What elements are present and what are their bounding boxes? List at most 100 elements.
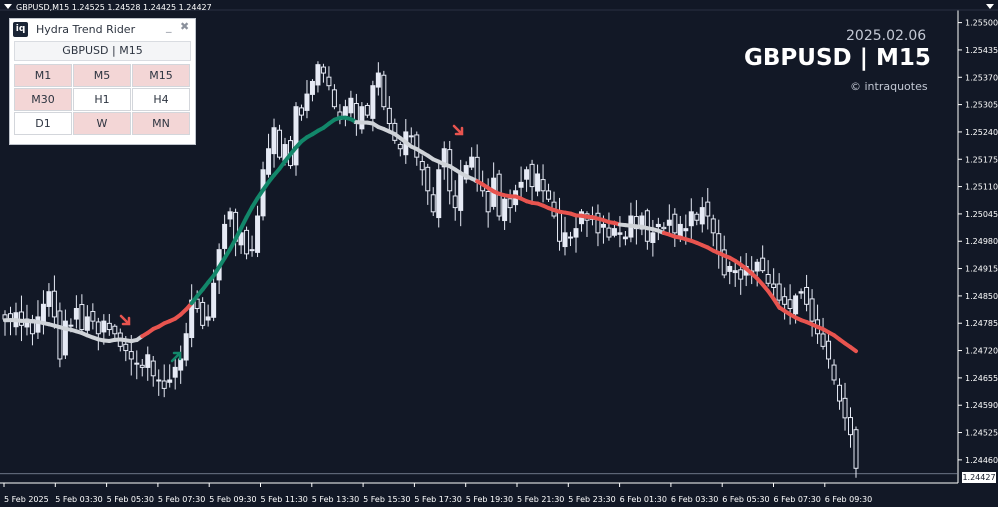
candle-body	[145, 354, 151, 368]
trend-line-segment	[239, 215, 249, 231]
candle-body	[655, 223, 661, 228]
candle-body	[820, 333, 826, 347]
candle-body	[238, 232, 244, 246]
candle-body	[782, 296, 788, 305]
candle-body	[469, 156, 475, 168]
sell-signal-arrow	[119, 314, 131, 326]
candle-body	[249, 249, 255, 252]
x-tick-label: 6 Feb 03:30	[671, 495, 718, 504]
candle-body	[266, 148, 272, 175]
y-tick-label: 1.25110	[965, 183, 998, 192]
candle-body	[765, 274, 771, 284]
candle-body	[853, 429, 859, 469]
close-icon[interactable]: ✖	[180, 20, 190, 33]
candle-body	[79, 304, 85, 331]
y-tick-label: 1.24720	[965, 347, 998, 356]
candle-body	[57, 310, 63, 360]
y-tick-label: 1.24655	[965, 374, 998, 383]
candle-body	[51, 290, 57, 318]
candle-body	[244, 229, 250, 255]
candle-body	[167, 379, 173, 383]
trend-line-segment	[848, 345, 858, 354]
candle-body	[524, 169, 530, 180]
candle-body	[200, 301, 206, 326]
candle-body	[315, 64, 321, 86]
x-tick-label: 5 Feb 15:30	[363, 495, 410, 504]
panel-titlebar[interactable]: iq Hydra Trend Rider _ ✖	[10, 19, 195, 40]
candle-body	[441, 148, 447, 168]
candle-body	[699, 207, 705, 225]
candle-body	[84, 316, 90, 331]
tf-button-d1[interactable]: D1	[14, 112, 72, 135]
y-tick-label: 1.25435	[965, 46, 998, 55]
tf-button-m30[interactable]: M30	[14, 88, 72, 111]
candle-body	[831, 364, 837, 381]
candle-body	[35, 316, 41, 333]
candle-body	[787, 299, 793, 310]
candle-body	[46, 291, 52, 307]
candle-body	[600, 223, 606, 228]
x-tick-label: 5 Feb 23:30	[568, 495, 615, 504]
candle-body	[183, 333, 189, 361]
sell-signal-arrow	[452, 124, 464, 136]
minimize-icon[interactable]: _	[166, 20, 172, 33]
candle-body	[364, 104, 370, 116]
tf-button-m5[interactable]: M5	[73, 64, 131, 87]
candle-body	[622, 236, 628, 240]
candle-body	[672, 213, 678, 234]
tf-button-mn[interactable]: MN	[132, 112, 190, 135]
candle-body	[458, 173, 464, 211]
tf-button-m15[interactable]: M15	[132, 64, 190, 87]
candle-body	[156, 379, 162, 382]
candle-body	[128, 351, 134, 360]
y-tick-label: 1.24785	[965, 319, 998, 328]
candle-body	[425, 166, 431, 192]
x-tick-label: 6 Feb 07:30	[774, 495, 821, 504]
candle-body	[255, 215, 261, 253]
candle-body	[639, 215, 645, 230]
candle-body	[518, 181, 524, 188]
candle-body	[546, 190, 552, 200]
tf-button-m1[interactable]: M1	[14, 64, 72, 87]
candle-body	[688, 211, 694, 227]
x-tick-label: 5 Feb 09:30	[209, 495, 256, 504]
candle-body	[754, 261, 760, 272]
candle-body	[419, 161, 425, 171]
candle-body	[293, 106, 299, 166]
candle-body	[73, 308, 79, 320]
dropdown-icon[interactable]	[986, 4, 994, 9]
tf-button-h4[interactable]: H4	[132, 88, 190, 111]
candle-body	[106, 322, 112, 331]
current-price-tag: 1.24427	[962, 472, 996, 483]
candle-body	[123, 343, 129, 352]
candle-body	[705, 201, 711, 217]
candle-body	[826, 340, 832, 360]
tf-button-h1[interactable]: H1	[73, 88, 131, 111]
x-tick-label: 6 Feb 09:30	[825, 495, 872, 504]
x-tick-label: 6 Feb 05:30	[722, 495, 769, 504]
y-tick-label: 1.24460	[965, 456, 998, 465]
chart-menu-icon[interactable]	[4, 4, 12, 9]
x-tick-label: 5 Feb 21:30	[517, 495, 564, 504]
candle-body	[848, 417, 854, 436]
candle-body	[837, 384, 843, 402]
candle-body	[95, 321, 101, 335]
tf-button-w[interactable]: W	[73, 112, 131, 135]
candle-body	[694, 213, 700, 221]
candle-body	[535, 173, 541, 192]
candle-body	[326, 76, 332, 87]
candle-body	[683, 228, 689, 232]
symbol-info: GBPUSD,M15 1.24525 1.24528 1.24425 1.244…	[16, 3, 212, 12]
candle-body	[414, 134, 420, 158]
candle-body	[271, 127, 277, 155]
candle-body	[375, 72, 381, 88]
y-tick-label: 1.24980	[965, 237, 998, 246]
candle-body	[760, 257, 766, 272]
candle-body	[101, 320, 107, 333]
candle-body	[804, 286, 810, 305]
candle-body	[842, 397, 848, 419]
candle-body	[793, 295, 799, 315]
candle-body	[809, 298, 815, 322]
